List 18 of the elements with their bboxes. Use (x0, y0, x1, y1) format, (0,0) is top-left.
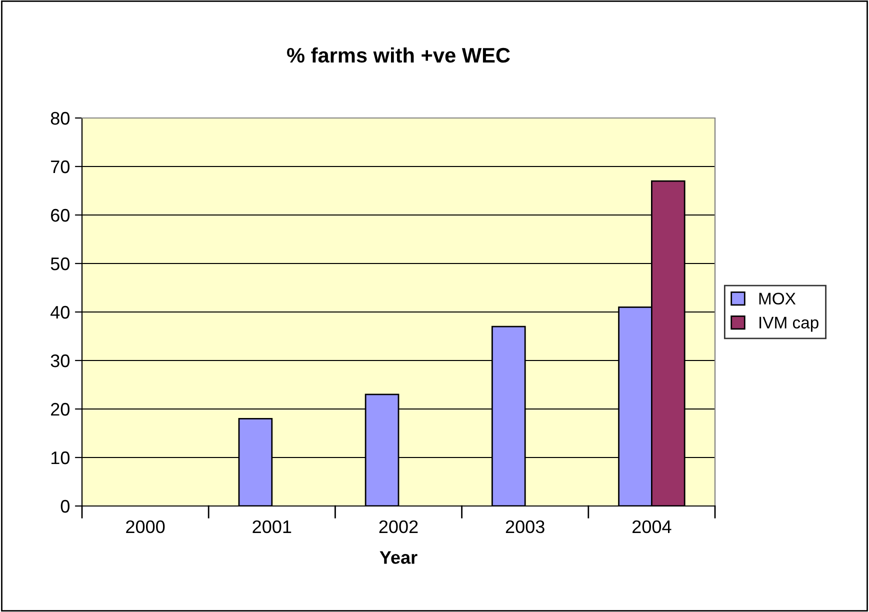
legend-label: MOX (759, 292, 796, 305)
chart-title: % farms with +ve WEC (287, 47, 510, 63)
y-tick-label: 10 (51, 451, 70, 464)
y-tick-label: 20 (51, 402, 70, 416)
y-tick-label: 40 (50, 306, 70, 319)
x-tick-label: 2001 (252, 520, 292, 534)
y-tick-label: 50 (50, 257, 70, 270)
y-tick-label: 0 (60, 500, 70, 513)
x-tick-label: 2003 (506, 520, 544, 534)
x-tick-label: 2002 (379, 520, 418, 534)
y-tick-label: 70 (51, 160, 70, 174)
x-axis-title: Year (380, 551, 418, 564)
legend-label: IVM cap (760, 316, 818, 332)
y-tick-label: 30 (50, 354, 70, 368)
y-tick-label: 60 (51, 208, 70, 222)
x-tick-label: 2004 (632, 520, 672, 534)
x-tick-label: 2000 (126, 520, 165, 534)
y-tick-label: 80 (50, 112, 70, 125)
